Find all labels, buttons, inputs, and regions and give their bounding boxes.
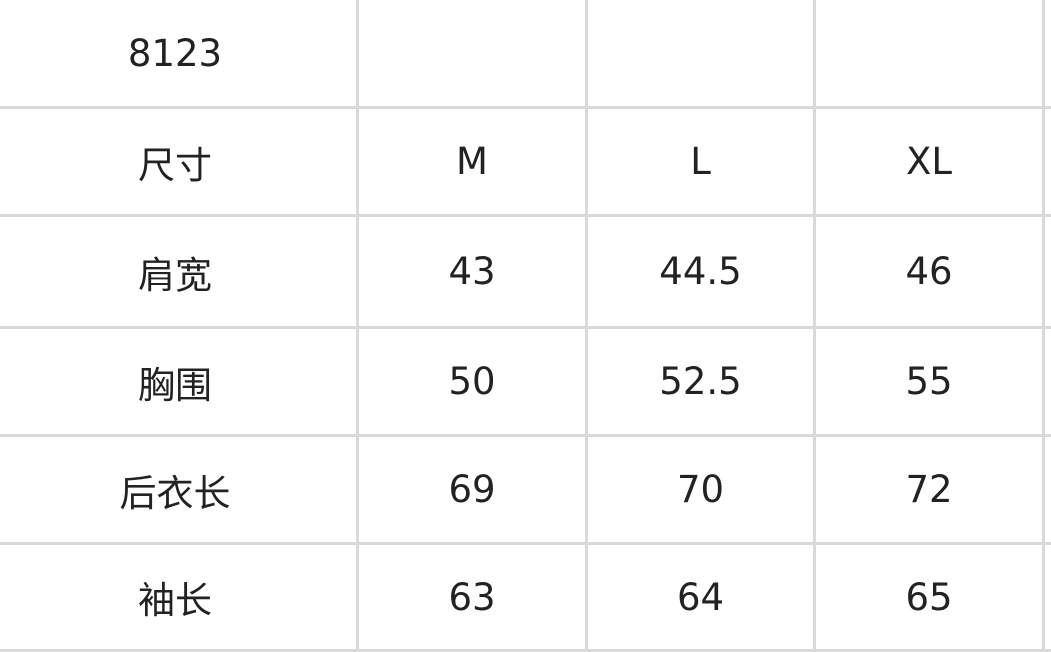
grid-line bbox=[0, 434, 1051, 437]
table-cell: 43 bbox=[448, 250, 496, 293]
table-cell: 50 bbox=[448, 360, 496, 403]
header-cell: 尺寸 bbox=[138, 143, 212, 187]
row-label: 袖长 bbox=[138, 579, 212, 622]
row-label: 后衣长 bbox=[119, 471, 231, 515]
row-label: 胸围 bbox=[138, 363, 212, 407]
grid-line bbox=[0, 649, 1051, 652]
table-cell: 52.5 bbox=[659, 360, 742, 403]
table-cell: 65 bbox=[905, 575, 953, 619]
grid-line bbox=[0, 214, 1051, 217]
header-cell: M bbox=[456, 140, 488, 183]
grid-line bbox=[0, 106, 1051, 109]
table-title: 8123 bbox=[127, 31, 223, 75]
grid-line bbox=[0, 542, 1051, 545]
header-cell: L bbox=[690, 140, 711, 183]
table-cell: 55 bbox=[905, 360, 953, 403]
table-cell: 63 bbox=[448, 575, 496, 619]
table-cell: 69 bbox=[448, 468, 496, 511]
table-cell: 70 bbox=[676, 468, 725, 511]
header-cell: XL bbox=[906, 140, 952, 183]
table-cell: 72 bbox=[905, 468, 953, 511]
grid-line bbox=[0, 326, 1051, 329]
table-cell: 44.5 bbox=[659, 250, 742, 293]
table-cell: 46 bbox=[905, 250, 953, 293]
table-cell: 64 bbox=[676, 575, 725, 619]
row-label: 肩宽 bbox=[138, 253, 212, 297]
